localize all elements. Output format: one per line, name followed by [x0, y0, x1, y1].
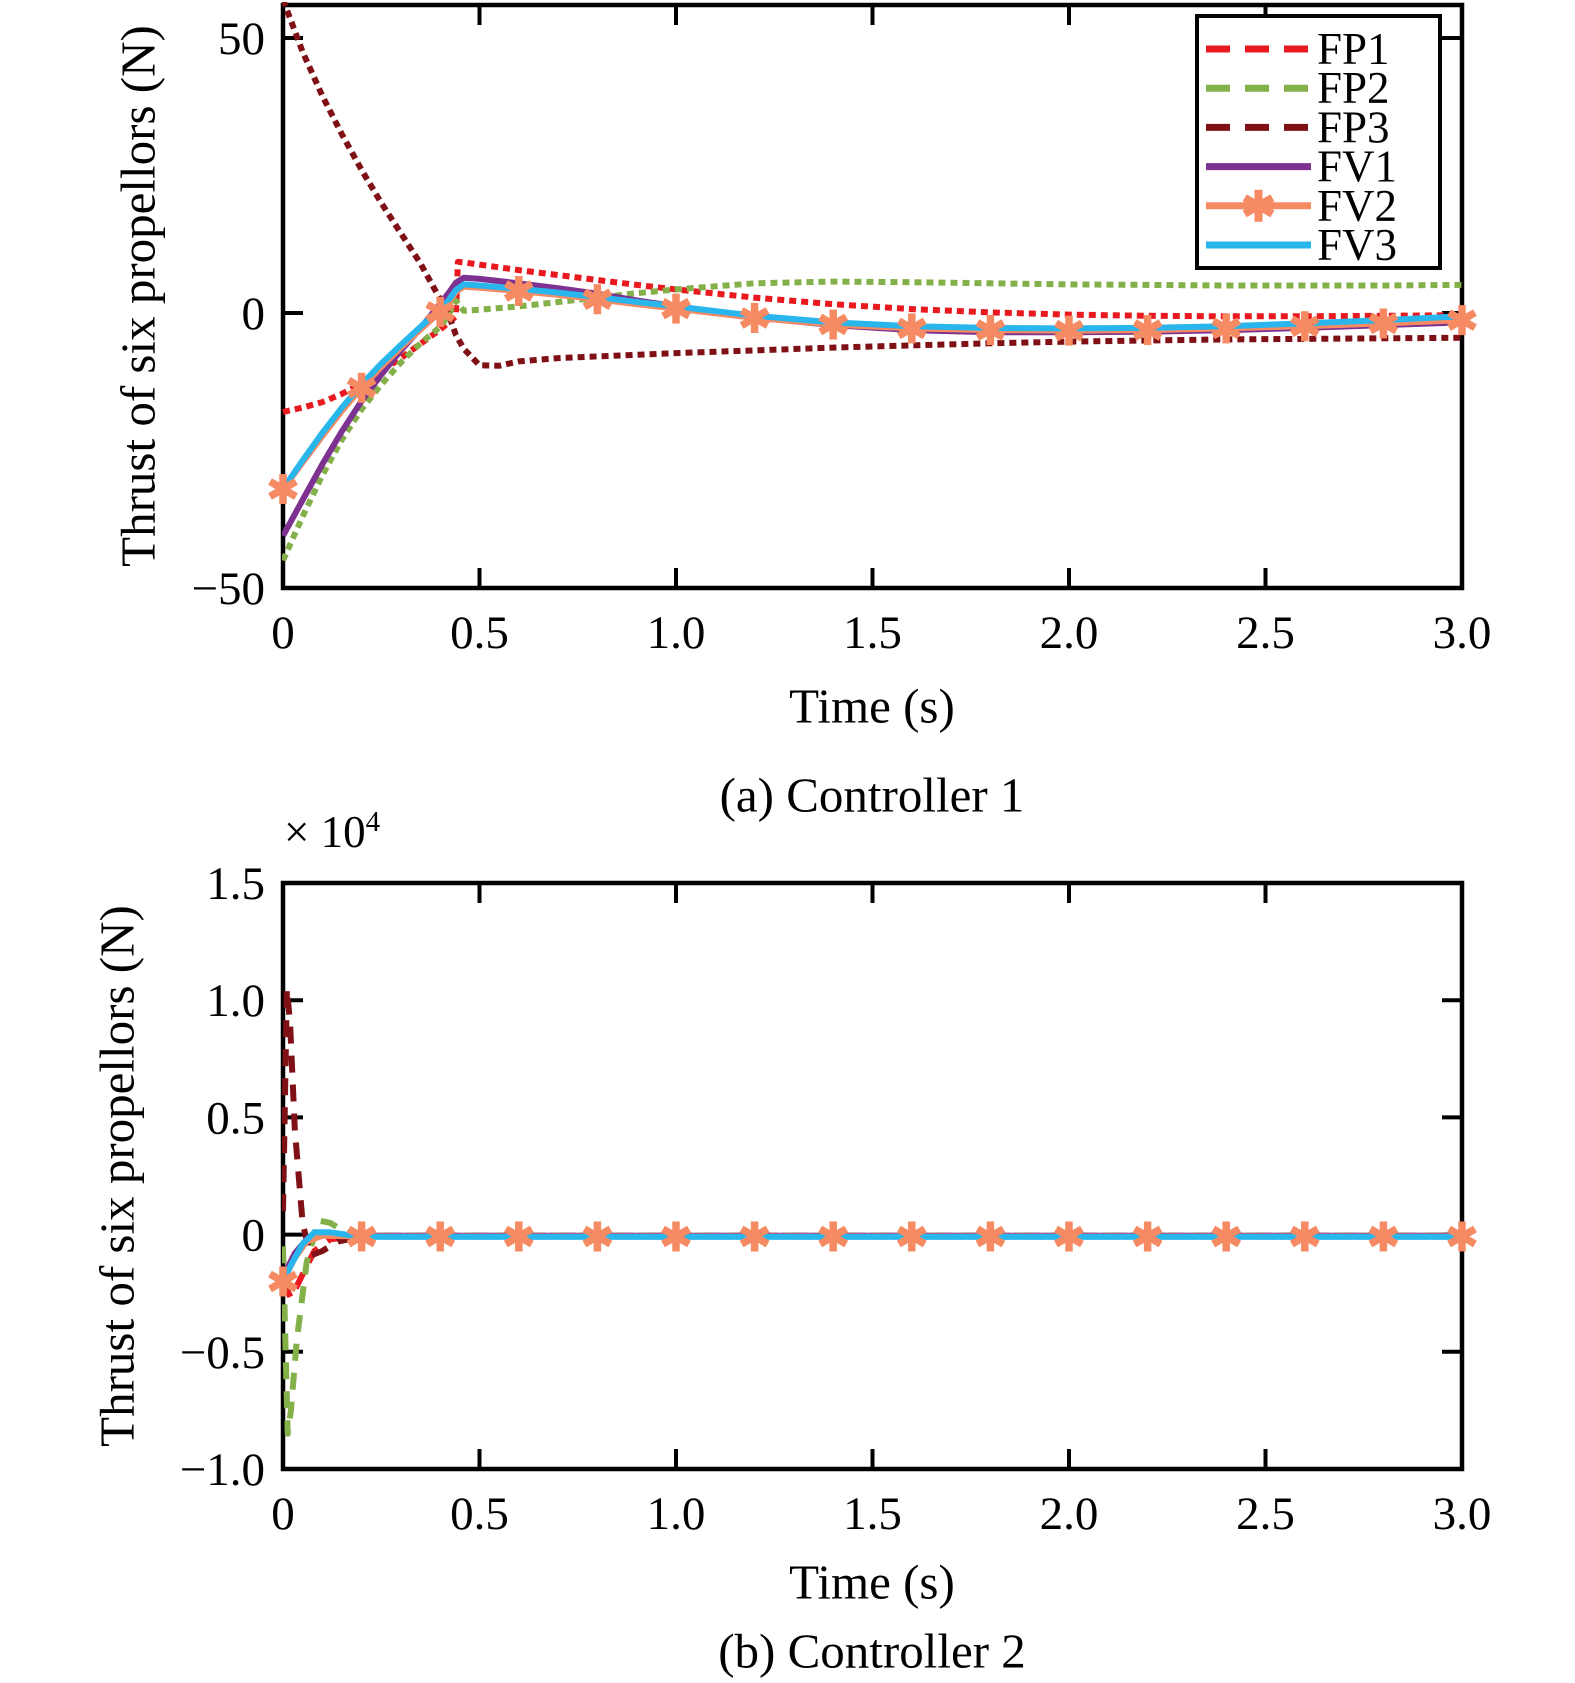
- y-tick-label: −1.0: [180, 1444, 265, 1496]
- x-tick-label: 2.5: [1236, 1488, 1295, 1540]
- marker-FV2: [1132, 1221, 1163, 1252]
- x-tick-label: 1.0: [647, 1488, 706, 1540]
- marker-FV2: [268, 474, 298, 504]
- axes-box: [280, 880, 1465, 1472]
- x-tick-label: 0: [271, 1488, 295, 1540]
- marker-FV2: [1447, 1221, 1477, 1252]
- marker-FV2: [1132, 315, 1163, 346]
- marker-FV2: [896, 313, 927, 344]
- marker-FV2: [346, 1221, 377, 1252]
- legend-label-FV3: FV3: [1317, 220, 1397, 270]
- caption-b: (b) Controller 2: [718, 1623, 1026, 1679]
- y-tick-label: −0.5: [180, 1327, 265, 1379]
- marker-FV2: [818, 309, 849, 340]
- y-tick-label: 0: [242, 1210, 266, 1262]
- marker-FV2: [503, 276, 534, 306]
- x-tick-label: 3.0: [1433, 1488, 1492, 1540]
- marker-FV2: [975, 315, 1006, 346]
- legend-box: [1195, 14, 1442, 270]
- offset-exponent: 4: [365, 806, 381, 838]
- x-tick-label: 1.5: [843, 607, 902, 659]
- marker-FV2: [1211, 313, 1242, 344]
- marker-FV2: [1368, 308, 1399, 339]
- y-tick-label: 1.5: [206, 858, 265, 910]
- marker-FV2: [739, 1221, 770, 1252]
- marker-FV2: [425, 296, 456, 327]
- caption-a: (a) Controller 1: [719, 767, 1025, 823]
- series-line-FP1: [282, 1232, 1462, 1301]
- y-tick-label: 50: [218, 13, 265, 65]
- y-tick-label: 0: [242, 288, 266, 340]
- legend-marker-FV2: [1242, 189, 1275, 222]
- series-line-FP3: [282, 985, 1462, 1259]
- legend-label-FV1: FV1: [1317, 142, 1397, 192]
- x-axis-label-a: Time (s): [789, 678, 955, 734]
- series-line-FV2: [282, 1232, 1462, 1283]
- y-axis-label-a: Thrust of six propellors (N): [110, 25, 166, 567]
- series-line-FV3: [282, 1229, 1462, 1283]
- marker-FV2: [661, 1221, 691, 1252]
- x-tick-label: 2.0: [1040, 607, 1099, 659]
- marker-FV2: [1054, 315, 1084, 346]
- x-tick-label: 1.5: [843, 1488, 902, 1540]
- series-line-FP2: [282, 1217, 1462, 1437]
- x-tick-label: 0: [271, 607, 295, 659]
- marker-FV2: [896, 1221, 927, 1252]
- chart-a: 0 0.5 1.0 1.5 2.0 2.5 3.0500−50FP1FP2FP3FV1FV2…: [191, 2, 1492, 659]
- legend-label-FV2: FV2: [1317, 181, 1397, 231]
- marker-FV2: [346, 372, 377, 403]
- x-tick-label: 2.0: [1040, 1488, 1099, 1540]
- marker-FV2: [1054, 1221, 1084, 1252]
- marker-FV2: [425, 1221, 456, 1252]
- x-tick-label: 1.0: [647, 607, 706, 659]
- legend-label-FP1: FP1: [1317, 24, 1390, 74]
- marker-FV2: [1289, 1221, 1320, 1252]
- marker-FV2: [661, 293, 691, 324]
- chart-b: 0 0.5 1.0 1.5 2.0 2.5 3.0 1.5 1.0 0.5 0 −0.5 −1.0: [180, 858, 1492, 1540]
- x-tick-label: 3.0: [1433, 607, 1492, 659]
- series-line-FP3: [282, 2, 1463, 369]
- x-tick-label: 0.5: [450, 607, 509, 659]
- x-axis-label-b: Time (s): [789, 1554, 955, 1610]
- marker-FV2: [975, 1221, 1006, 1252]
- legend-label-FP2: FP2: [1317, 63, 1390, 113]
- legend-label-FP3: FP3: [1317, 102, 1390, 152]
- series-line-FV1: [282, 1231, 1462, 1279]
- y-tick-label: −50: [191, 563, 265, 615]
- y-tick-label: 1.0: [206, 975, 265, 1027]
- y-tick-label: 0.5: [206, 1092, 265, 1144]
- marker-FV2: [1447, 305, 1477, 336]
- marker-FV2: [268, 1266, 298, 1297]
- x-tick-label: 0.5: [450, 1488, 509, 1540]
- series-line-FV3: [282, 281, 1463, 491]
- marker-FV2: [503, 1221, 534, 1252]
- marker-FV2: [739, 302, 770, 333]
- y-axis-label-b: Thrust of six propellors (N): [89, 905, 145, 1447]
- y-axis-offset-text-b: × 104: [284, 806, 380, 858]
- marker-FV2: [582, 1221, 613, 1252]
- marker-FV2: [582, 284, 613, 315]
- marker-FV2: [818, 1221, 849, 1252]
- marker-FV2: [1368, 1221, 1399, 1252]
- marker-FV2: [1211, 1221, 1242, 1252]
- marker-FV2: [1289, 311, 1320, 342]
- offset-base: × 10: [284, 807, 366, 857]
- x-tick-label: 2.5: [1236, 607, 1295, 659]
